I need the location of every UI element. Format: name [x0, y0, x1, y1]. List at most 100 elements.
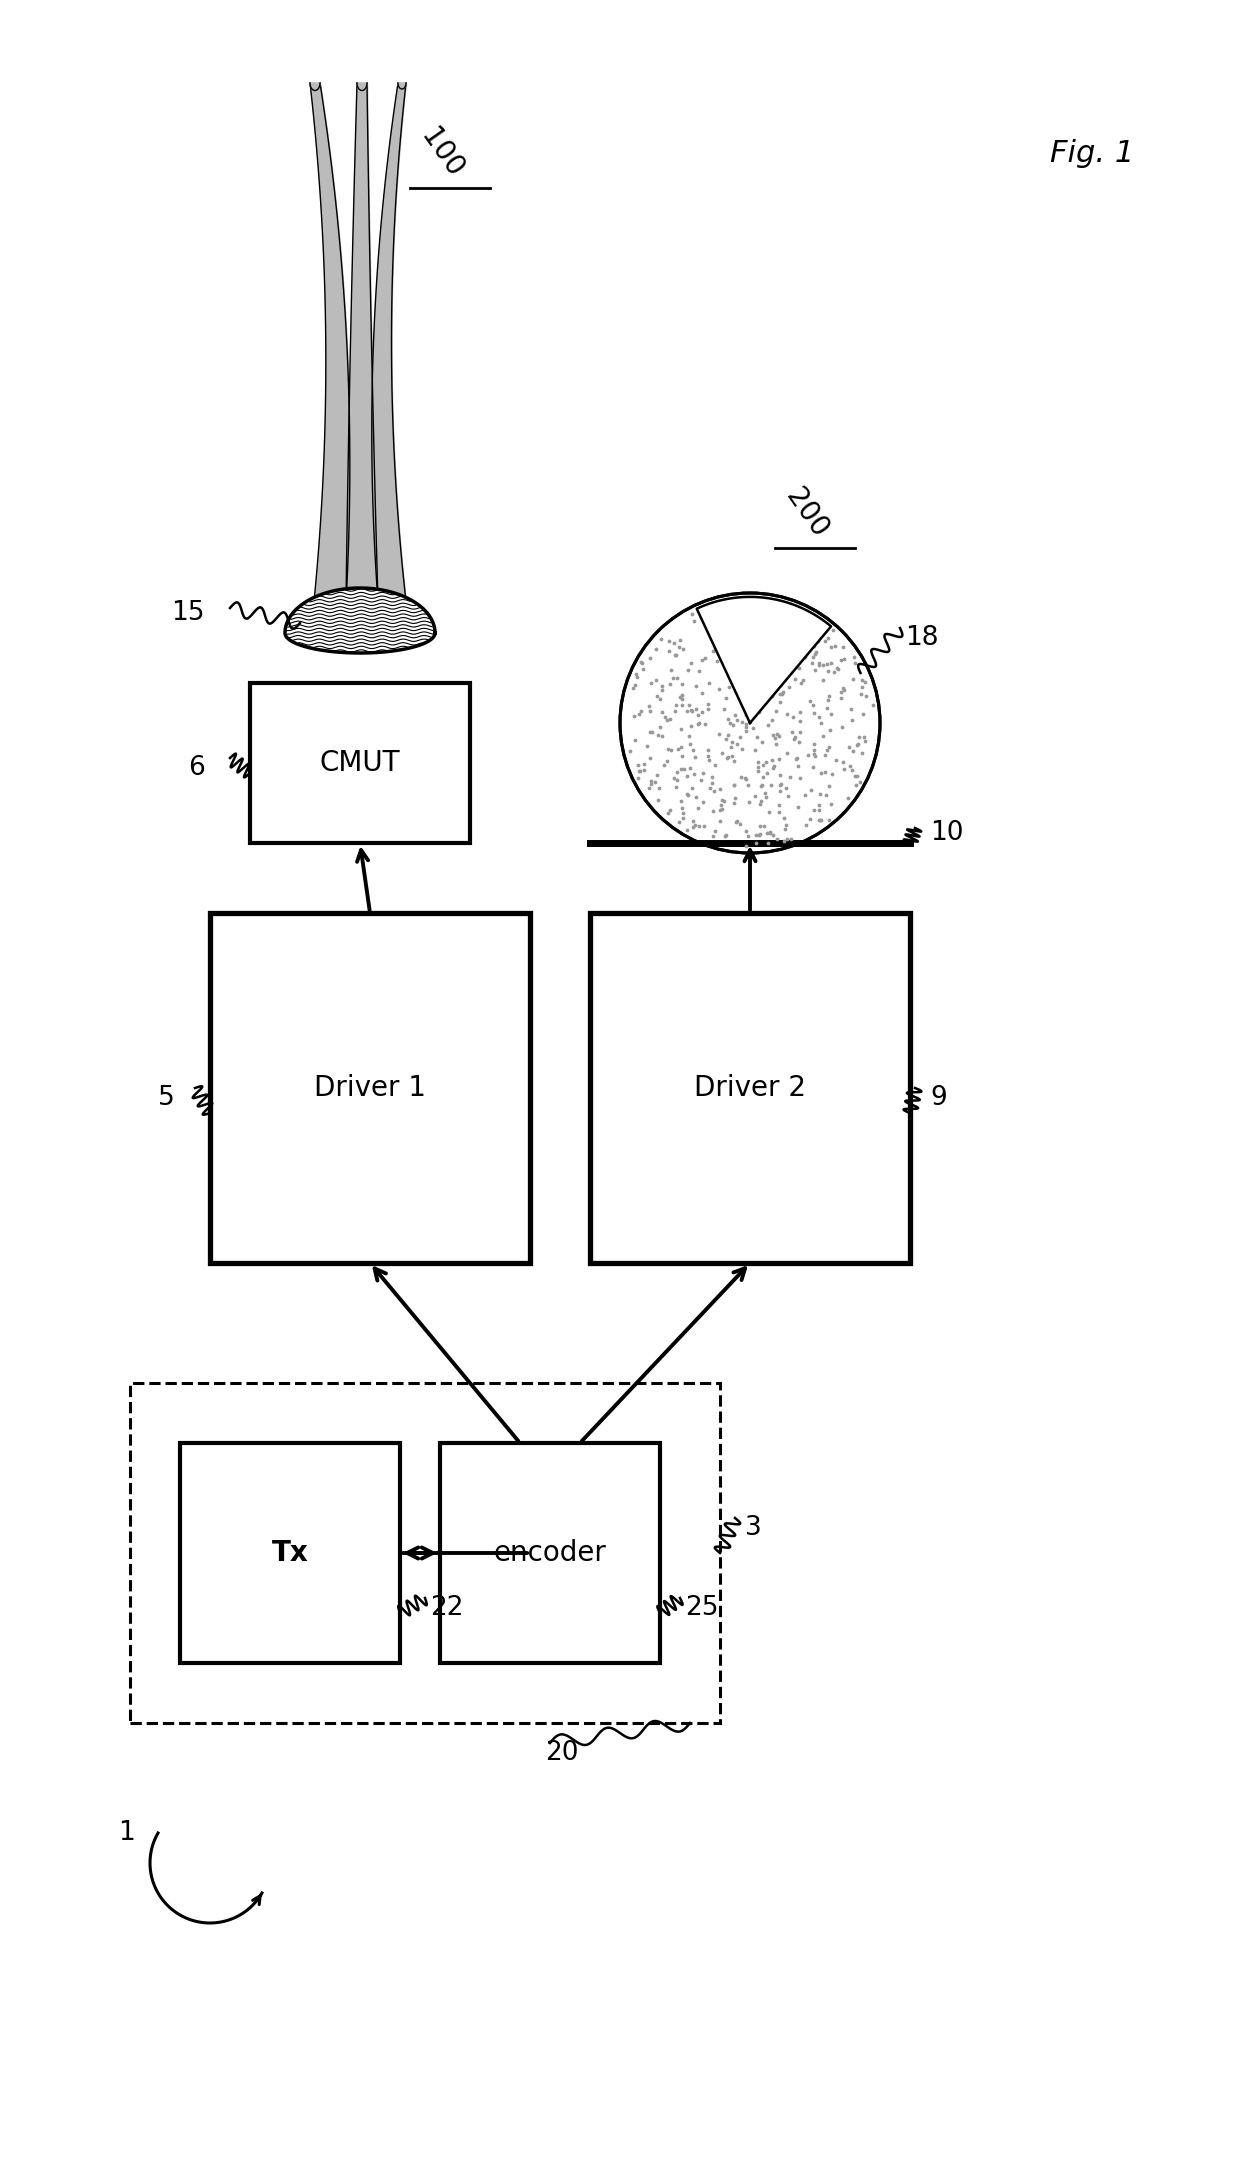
- Point: [702, 760, 722, 795]
- Point: [763, 637, 782, 672]
- Point: [847, 758, 867, 792]
- Point: [804, 696, 823, 731]
- Point: [640, 740, 660, 775]
- Point: [759, 825, 779, 860]
- Point: [746, 825, 766, 860]
- Point: [828, 651, 848, 685]
- Point: [715, 681, 735, 716]
- Point: [734, 661, 754, 696]
- Point: [735, 699, 755, 733]
- Point: [842, 692, 862, 727]
- Point: [817, 733, 837, 768]
- Point: [826, 742, 846, 777]
- Point: [770, 683, 790, 718]
- Point: [682, 771, 702, 806]
- Point: [730, 613, 750, 648]
- FancyBboxPatch shape: [250, 683, 470, 843]
- Point: [702, 766, 722, 801]
- Point: [645, 764, 665, 799]
- Point: [815, 738, 835, 773]
- Point: [678, 688, 698, 723]
- Point: [839, 729, 859, 764]
- Point: [740, 605, 760, 640]
- Point: [753, 760, 773, 795]
- Point: [651, 709, 671, 744]
- Point: [802, 749, 822, 784]
- Point: [630, 753, 650, 788]
- Point: [711, 607, 730, 642]
- Point: [737, 830, 756, 864]
- Point: [753, 725, 773, 760]
- Point: [802, 646, 822, 681]
- Point: [652, 718, 672, 753]
- Point: [671, 784, 691, 819]
- Point: [717, 819, 737, 854]
- Point: [622, 670, 642, 705]
- Point: [786, 648, 806, 683]
- Point: [657, 744, 677, 779]
- Point: [661, 733, 681, 768]
- Point: [692, 642, 712, 677]
- Point: [646, 631, 666, 666]
- Point: [678, 777, 698, 812]
- Point: [706, 747, 725, 782]
- Point: [775, 607, 795, 642]
- Point: [711, 773, 730, 808]
- Point: [818, 653, 838, 688]
- Point: [725, 782, 745, 816]
- Point: [751, 784, 771, 819]
- Point: [769, 613, 789, 648]
- Text: CMUT: CMUT: [320, 749, 401, 777]
- Point: [735, 707, 755, 742]
- FancyBboxPatch shape: [590, 912, 910, 1264]
- Point: [857, 679, 877, 714]
- Point: [843, 661, 863, 696]
- Point: [744, 677, 764, 712]
- Point: [776, 594, 796, 629]
- Point: [821, 646, 841, 681]
- Point: [712, 790, 732, 825]
- Point: [756, 744, 776, 779]
- Point: [703, 792, 723, 827]
- Point: [748, 653, 768, 688]
- Point: [725, 661, 745, 696]
- Polygon shape: [697, 596, 831, 723]
- Point: [795, 777, 815, 812]
- Point: [626, 657, 646, 692]
- Point: [672, 740, 692, 775]
- Text: encoder: encoder: [494, 1539, 606, 1567]
- Point: [715, 720, 735, 755]
- Point: [715, 651, 735, 685]
- Point: [766, 694, 786, 729]
- Point: [691, 764, 711, 799]
- Point: [808, 803, 828, 838]
- Text: Fig. 1: Fig. 1: [1050, 138, 1135, 168]
- Point: [722, 725, 742, 760]
- Point: [667, 661, 687, 696]
- Point: [668, 803, 688, 838]
- Point: [764, 659, 784, 694]
- Point: [729, 620, 749, 655]
- Point: [774, 823, 794, 858]
- Point: [698, 613, 718, 648]
- Point: [687, 779, 707, 814]
- Point: [714, 640, 734, 675]
- Point: [805, 611, 825, 646]
- Point: [852, 736, 872, 771]
- Point: [818, 803, 838, 838]
- Point: [686, 740, 706, 775]
- Point: [660, 624, 680, 659]
- Point: [843, 733, 863, 768]
- Point: [770, 788, 790, 823]
- Point: [751, 592, 771, 627]
- Point: [771, 766, 791, 801]
- Point: [832, 642, 852, 677]
- Point: [631, 694, 651, 729]
- Point: [732, 670, 751, 705]
- Point: [727, 633, 746, 668]
- Point: [724, 786, 744, 821]
- Point: [753, 585, 773, 620]
- Point: [794, 664, 813, 699]
- Point: [683, 803, 703, 838]
- Point: [698, 688, 718, 723]
